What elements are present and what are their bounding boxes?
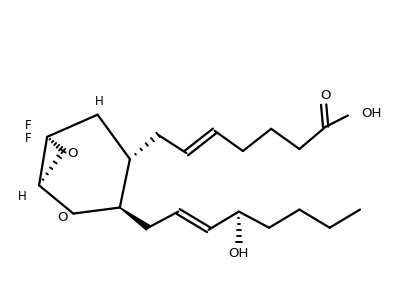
Text: H: H: [18, 190, 27, 203]
Text: OH: OH: [361, 107, 381, 120]
Polygon shape: [120, 207, 150, 230]
Text: O: O: [320, 89, 331, 102]
Text: O: O: [67, 147, 77, 159]
Text: H: H: [95, 95, 104, 108]
Text: F: F: [25, 119, 31, 132]
Text: F: F: [25, 132, 31, 145]
Text: O: O: [57, 211, 67, 224]
Text: OH: OH: [229, 247, 249, 260]
